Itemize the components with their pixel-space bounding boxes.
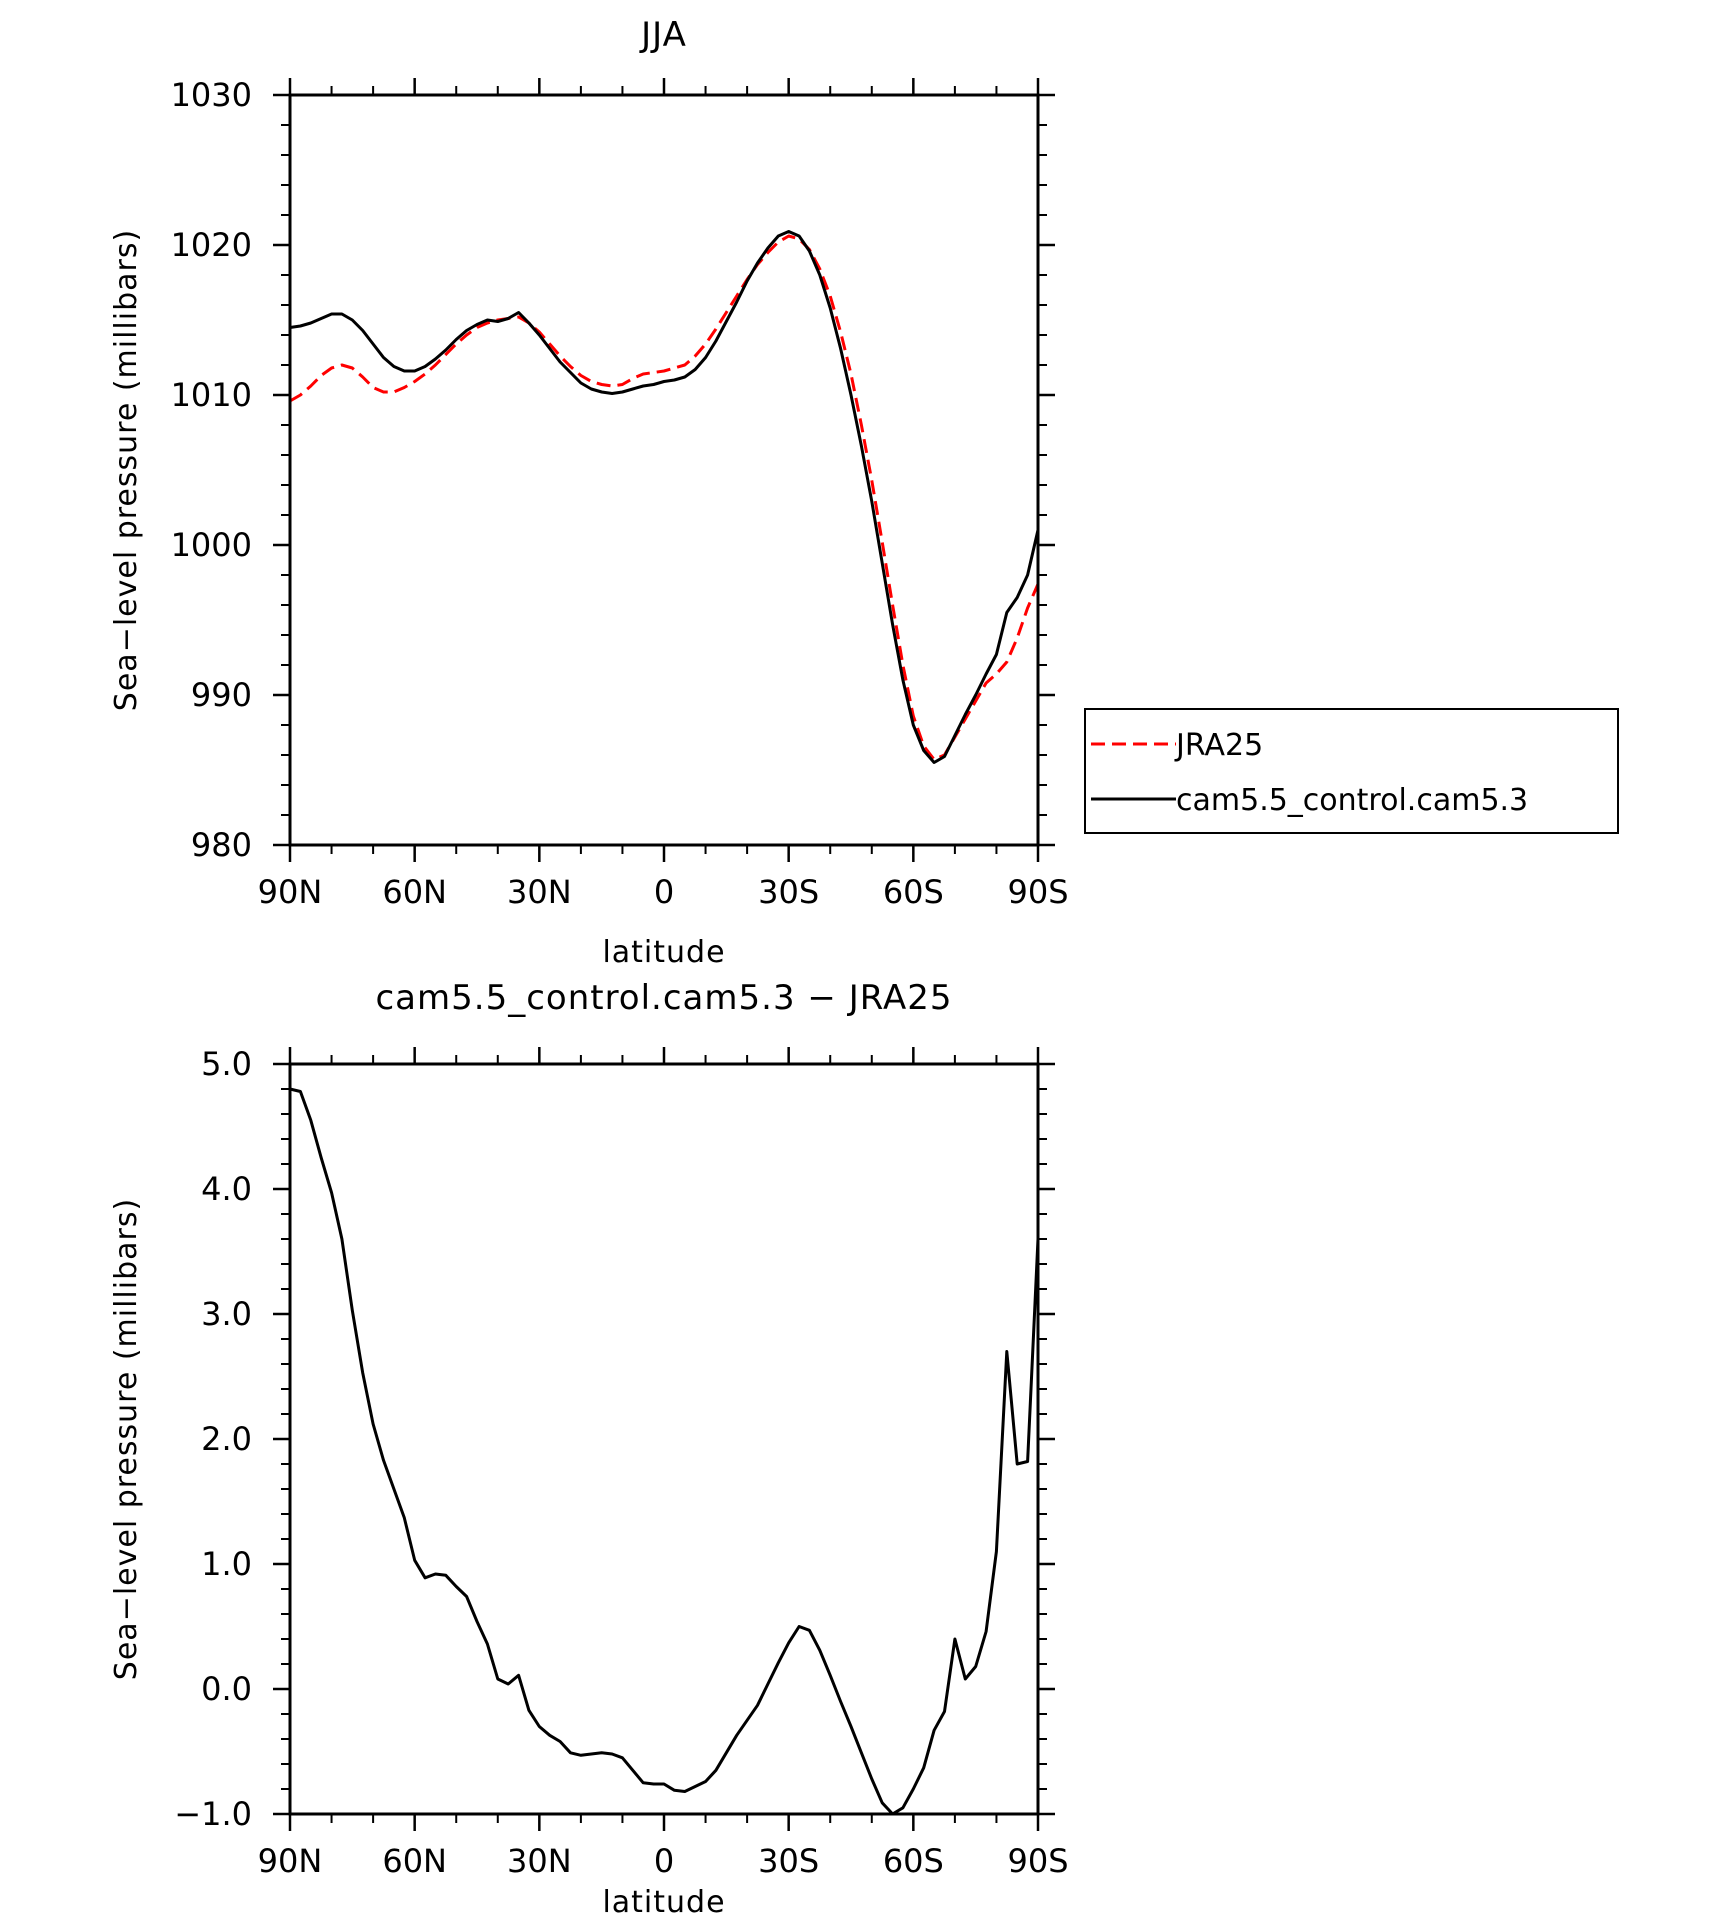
top-chart-title: JJA [639,15,687,55]
bottom-series-group [289,1087,1040,1816]
bottom-y-axis-label: Sea−level pressure (millibars) [109,1198,144,1680]
legend-box [1084,708,1619,834]
bottom-y-tick-label-4: 3.0 [201,1295,252,1333]
bottom-y-tick-label-5: 4.0 [201,1170,252,1208]
bottom-y-tick-label-6: 5.0 [201,1045,252,1083]
top-y-tick-label-1: 990 [191,676,252,714]
bottom-x-tick-label-6: 90S [1007,1842,1068,1880]
top-panel: JJA 90N 60N 30N 0 30S 60S 90S 980 990 1000 1010 102… [109,15,1619,970]
top-x-tick-label-5: 60S [883,873,944,911]
bottom-y-tick-label-2: 1.0 [201,1545,252,1583]
top-y-tick-label-4: 1020 [171,226,252,264]
top-x-tick-label-0: 90N [258,873,323,911]
top-x-axis-label: latitude [602,935,725,970]
bottom-chart-title: cam5.5_control.cam5.3 − JRA25 [375,978,952,1018]
top-plot-frame [288,93,1040,847]
bottom-x-tick-label-2: 30N [507,1842,572,1880]
bottom-x-tick-label-4: 30S [758,1842,819,1880]
bottom-y-tick-label-1: 0.0 [201,1670,252,1708]
top-x-tick-label-4: 30S [758,873,819,911]
bottom-x-tick-label-5: 60S [883,1842,944,1880]
bottom-ticks-group: 90N 60N 30N 0 30S 60S 90S −1.0 0.0 1.0 2.0 3.0 4.0 5.… [174,1045,1068,1880]
top-x-tick-label-2: 30N [507,873,572,911]
top-x-tick-label-3: 0 [654,873,674,911]
bottom-x-tick-label-1: 60N [382,1842,447,1880]
bottom-x-tick-label-0: 90N [258,1842,323,1880]
top-y-tick-label-3: 1010 [171,376,252,414]
top-x-tick-label-1: 60N [382,873,447,911]
top-series-line-1 [289,230,1040,764]
legend-label-cam: cam5.5_control.cam5.3 [1176,783,1528,818]
bottom-x-tick-label-3: 0 [654,1842,674,1880]
top-y-tick-label-5: 1030 [171,76,252,114]
bottom-plot-frame [288,1062,1040,1816]
top-x-tick-label-6: 90S [1007,873,1068,911]
top-series-line-0 [289,234,1040,761]
top-y-axis-label: Sea−level pressure (millibars) [109,229,144,711]
top-ticks-group: 90N 60N 30N 0 30S 60S 90S 980 990 1000 1010 1020 103… [171,76,1069,911]
legend: JRA25 cam5.5_control.cam5.3 [1084,708,1619,834]
top-y-tick-label-2: 1000 [171,526,252,564]
legend-label-jra25: JRA25 [1174,728,1263,763]
top-y-tick-label-0: 980 [191,826,252,864]
bottom-panel: cam5.5_control.cam5.3 − JRA25 90N 60N 30N 0… [109,978,1069,1920]
bottom-x-axis-label: latitude [602,1885,725,1920]
bottom-y-tick-label-0: −1.0 [174,1795,252,1833]
bottom-y-tick-label-3: 2.0 [201,1420,252,1458]
top-series-group [289,230,1040,764]
bottom-series-line-0 [289,1087,1040,1816]
